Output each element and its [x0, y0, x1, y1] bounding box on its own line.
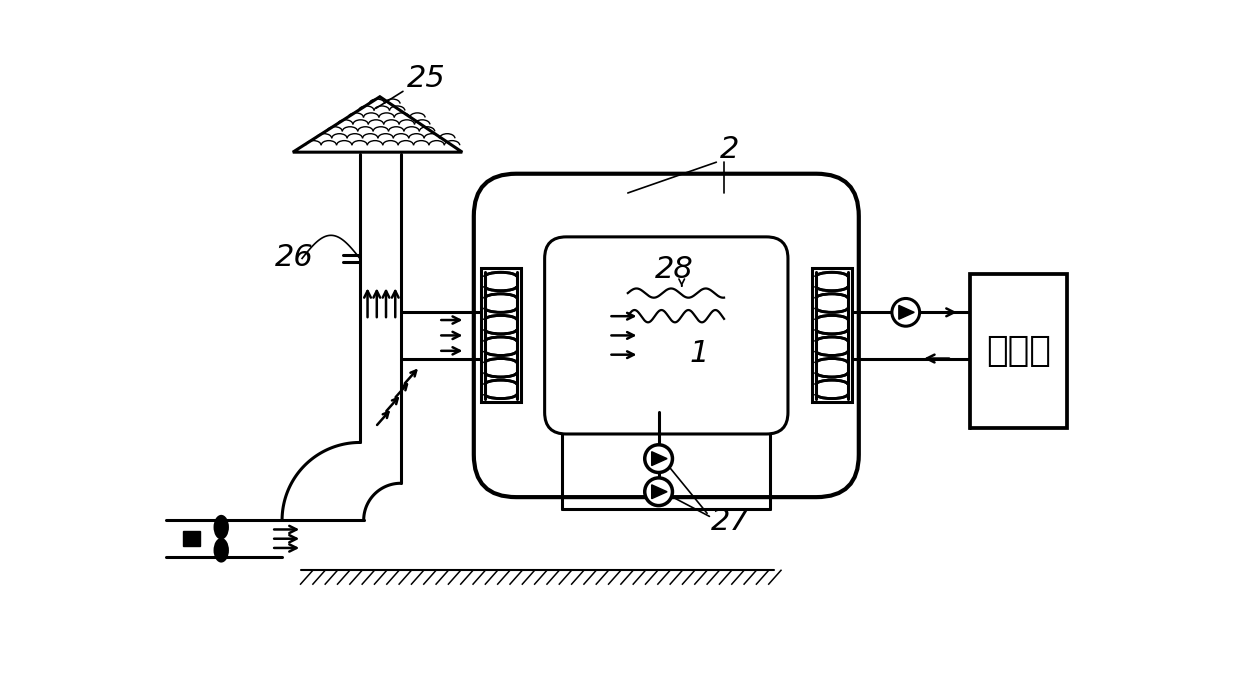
Circle shape	[892, 298, 920, 326]
Bar	[182, 531, 200, 546]
Text: 25: 25	[407, 65, 445, 93]
Circle shape	[645, 478, 672, 505]
Text: 1: 1	[689, 339, 709, 369]
Polygon shape	[899, 305, 914, 319]
Polygon shape	[652, 485, 667, 498]
Ellipse shape	[213, 538, 229, 562]
Text: 热用户: 热用户	[986, 334, 1050, 368]
Text: 28: 28	[655, 254, 693, 284]
Bar	[481, 268, 521, 402]
Bar	[971, 274, 1066, 428]
Polygon shape	[293, 97, 463, 152]
Bar	[812, 268, 852, 402]
FancyBboxPatch shape	[474, 174, 859, 497]
Ellipse shape	[213, 515, 229, 539]
Circle shape	[645, 445, 672, 473]
Polygon shape	[652, 452, 667, 466]
Text: 2: 2	[720, 135, 739, 164]
FancyBboxPatch shape	[544, 237, 787, 434]
Text: 27: 27	[711, 507, 750, 536]
Text: 26: 26	[275, 243, 314, 272]
